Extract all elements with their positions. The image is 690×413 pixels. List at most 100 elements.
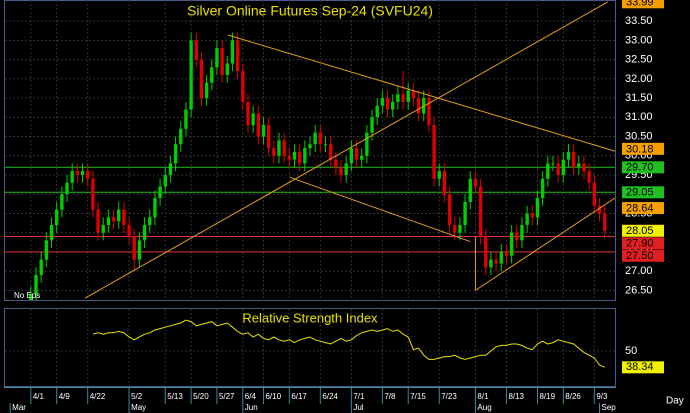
candle-body (235, 40, 240, 72)
price-label: 28.05 (626, 225, 654, 237)
candle-body (34, 275, 38, 295)
candle-body (122, 209, 126, 225)
candle-body (339, 167, 343, 175)
candle-body (184, 109, 188, 129)
x-tick-label: 6/24 (322, 392, 338, 401)
rsi-line (92, 319, 605, 368)
x-tick-label: 8/26 (565, 392, 581, 401)
price-label-box (622, 0, 664, 9)
candle-body (530, 213, 534, 218)
rsi-value-label: 38.34 (626, 361, 654, 373)
month-label: Aug (477, 403, 491, 412)
candle-body (509, 232, 514, 256)
candle-body (571, 151, 576, 168)
candle-body (380, 98, 385, 106)
candle-body (297, 151, 302, 164)
candle-body (220, 48, 224, 75)
x-tick-label: 8/1 (477, 392, 489, 401)
y-tick-label: 32.00 (625, 73, 653, 85)
x-tick-label: 4/22 (90, 392, 106, 401)
candle-body (375, 105, 379, 118)
candle-body (478, 186, 483, 237)
candle-body (323, 144, 328, 146)
candle-body (91, 178, 95, 210)
candle-body (334, 159, 338, 168)
month-label: Mar (12, 403, 26, 412)
candle-body (566, 151, 571, 160)
candle-body (163, 175, 167, 187)
trend-line (227, 34, 615, 152)
candle-body (261, 125, 266, 137)
candle-body (411, 90, 416, 99)
y-tick-label: 33.00 (625, 34, 653, 46)
candle-body (29, 294, 33, 300)
x-tick-label: 8/13 (508, 392, 524, 401)
x-tick-label: 4/9 (59, 392, 71, 401)
y-tick-label: 27.00 (625, 265, 653, 277)
candle-body (199, 59, 204, 99)
candle-body (391, 101, 395, 110)
candle-body (44, 240, 49, 260)
price-label-box (622, 202, 664, 215)
candle-body (504, 251, 509, 256)
candle-body (230, 40, 235, 64)
candle-body (148, 217, 152, 225)
rsi-value-box (622, 361, 664, 374)
candle-body (401, 94, 405, 102)
candle-body (385, 98, 390, 110)
plot-area (5, 1, 615, 300)
y-tick-label: 31.50 (625, 92, 653, 104)
candle-body (313, 132, 317, 145)
rsi-tick-label: 50 (625, 345, 637, 357)
x-tick-label: 8/19 (539, 392, 555, 401)
y-tick-label: 26.50 (625, 284, 653, 296)
candle-body (65, 182, 69, 195)
candle-body (473, 178, 478, 187)
candle-body (587, 171, 591, 183)
candle-body (396, 94, 400, 102)
candle-body (577, 163, 581, 168)
candle-body (442, 171, 447, 195)
candle-body (520, 225, 524, 241)
candle-body (225, 63, 229, 75)
y-tick-label: 31.00 (625, 111, 653, 123)
month-label: May (131, 403, 146, 412)
candle-body (70, 171, 74, 183)
price-label-box (622, 161, 664, 174)
x-tick-label: 7/1 (353, 392, 365, 401)
price-label: 30.18 (626, 143, 654, 155)
candle-body (354, 148, 359, 160)
candle-body (158, 186, 162, 199)
candle-body (39, 259, 43, 275)
price-label-box (622, 224, 664, 237)
candle-body (416, 98, 421, 114)
candle-body (447, 194, 452, 225)
candle-body (272, 148, 276, 156)
candle-body (60, 194, 64, 210)
candle-body (210, 67, 214, 83)
candle-body (561, 159, 565, 175)
candle-body (328, 144, 333, 160)
candle-body (189, 40, 193, 110)
candle-body (535, 198, 540, 218)
candle-body (168, 163, 173, 175)
candle-body (597, 205, 602, 214)
candle-body (427, 98, 431, 125)
candle-body (318, 132, 323, 145)
overlay: 26.5027.0027.5028.0028.5029.0029.5030.00… (12, 0, 664, 412)
month-label: Jul (353, 403, 363, 412)
trend-line (475, 197, 615, 291)
candle-body (437, 171, 441, 179)
candle-body (282, 140, 286, 156)
candle-body (525, 213, 529, 225)
rsi-title: Relative Strength Index (242, 310, 378, 325)
price-label-box (622, 237, 664, 250)
x-tick-label: 9/3 (596, 392, 608, 401)
price-label-box (622, 249, 664, 262)
price-label: 27.50 (626, 250, 654, 262)
candle-body (86, 171, 90, 179)
candle-body (106, 217, 111, 225)
candle-body (602, 213, 607, 231)
x-unit-label: Day (666, 396, 684, 407)
candle-body (127, 225, 131, 237)
